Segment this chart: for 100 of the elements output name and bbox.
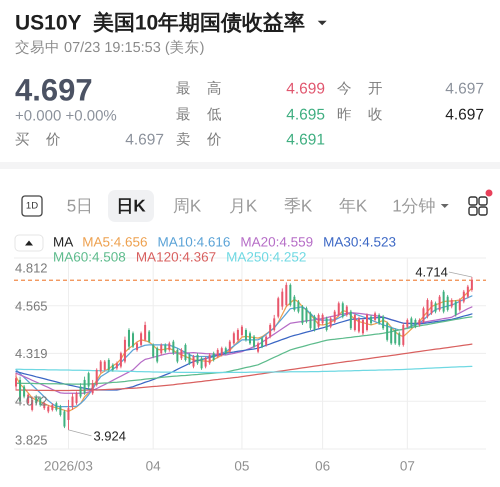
candlestick [152, 342, 154, 359]
candlestick [289, 282, 292, 308]
candlestick [180, 348, 182, 360]
candlestick [366, 312, 368, 332]
field-label: 买 价 [15, 132, 62, 148]
tab-label: 日K [116, 196, 146, 216]
candlestick [104, 360, 106, 372]
candlestick [228, 339, 231, 354]
candlestick [273, 314, 276, 332]
candlestick [442, 289, 445, 314]
tab-label: 5日 [66, 196, 94, 216]
candlestick [362, 318, 364, 336]
candlestick [108, 358, 110, 372]
change-label: +0.000 +0.00% [15, 108, 117, 124]
legend-item: MA250:4.252 [226, 250, 306, 264]
candlestick [144, 321, 146, 342]
candlestick [136, 341, 138, 352]
candlestick [305, 306, 308, 324]
subtitle: 交易中 07/23 19:15:53 (美东) [15, 40, 204, 56]
candlestick [192, 354, 195, 369]
candlestick [374, 311, 376, 322]
candlestick [430, 300, 433, 316]
candlestick [438, 294, 441, 312]
candlestick [342, 301, 344, 319]
candlestick [120, 351, 122, 369]
candlestick [297, 300, 300, 314]
tab-label: 1分钟 [392, 196, 436, 216]
candlestick [71, 392, 74, 410]
candlestick [426, 298, 429, 319]
candlestick [76, 391, 78, 406]
candlestick [240, 324, 243, 338]
candlestick [458, 298, 461, 312]
title: US10Y 美国10年期国债收益率 [15, 12, 306, 34]
legend-item: MA30:4.523 [323, 234, 396, 250]
field-label: 最 高 [176, 81, 222, 97]
candlestick [257, 341, 260, 354]
candlestick [59, 404, 62, 417]
candlestick [398, 331, 400, 348]
candlestick [301, 304, 304, 326]
candlestick [67, 399, 70, 430]
candlestick [406, 318, 408, 329]
candlestick [212, 351, 215, 362]
price-label: 4.697 [15, 72, 93, 108]
field-label: 卖 价 [176, 132, 222, 148]
candlestick [261, 336, 264, 349]
candlestick [446, 294, 449, 312]
xtick-label: 06 [315, 458, 330, 474]
candlestick [88, 371, 90, 390]
candlestick [414, 318, 416, 329]
tab-label: 1D [26, 200, 38, 212]
field-value: 4.691 [286, 132, 325, 148]
candlestick [188, 352, 190, 366]
legend-item: MA120:4.367 [136, 250, 216, 264]
candlestick [334, 309, 336, 324]
candlestick [382, 314, 384, 330]
candlestick [338, 301, 340, 318]
candlestick [354, 312, 356, 332]
tab-label: 周K [172, 196, 202, 216]
candlestick [84, 376, 86, 396]
legend-title: MA [53, 234, 74, 250]
candlestick [160, 342, 162, 356]
candlestick [248, 331, 252, 346]
candlestick [269, 322, 272, 339]
candlestick [277, 296, 280, 319]
candlestick [96, 368, 98, 387]
candlestick [390, 326, 392, 346]
candlestick [394, 328, 396, 346]
candlestick [454, 300, 457, 318]
xtick-label: 07 [400, 458, 415, 474]
candlestick [156, 346, 158, 364]
candlestick [80, 382, 82, 399]
annotation: 3.924 [93, 428, 126, 444]
legend-item: MA20:4.559 [240, 234, 314, 250]
candlestick [208, 352, 211, 366]
candlestick [100, 360, 102, 374]
candlestick [253, 334, 256, 349]
tab-label: 月K [228, 196, 258, 216]
ytick-label: 4.319 [15, 346, 48, 361]
candlestick [204, 356, 207, 369]
candlestick [164, 342, 166, 354]
candlestick [148, 330, 150, 344]
xtick-label: 04 [146, 458, 161, 474]
candlestick [322, 312, 324, 326]
legend-item: MA5:4.656 [82, 234, 148, 250]
candlestick [128, 328, 130, 350]
candlestick [184, 342, 186, 362]
candlestick [310, 311, 312, 330]
candlestick [55, 401, 58, 412]
candlestick [132, 331, 134, 349]
candlestick [232, 331, 235, 346]
candlestick [220, 346, 223, 357]
candlestick [422, 306, 424, 324]
candlestick [346, 304, 348, 318]
candlestick [402, 322, 404, 348]
candlestick [470, 276, 473, 292]
candlestick [434, 301, 437, 314]
tab-label: 季K [284, 196, 312, 216]
candlestick [450, 298, 453, 309]
candlestick [176, 348, 178, 364]
candlestick [124, 336, 126, 364]
